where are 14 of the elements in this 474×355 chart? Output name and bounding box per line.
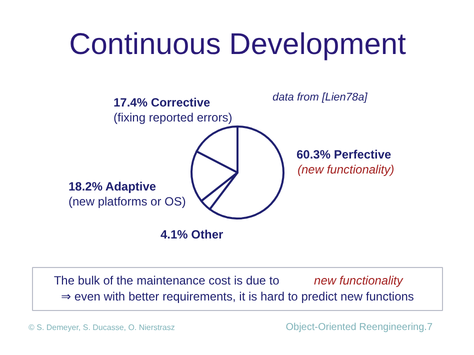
text: © S. Demeyer, S. Ducasse, O. Nierstrasz [28,323,175,332]
text: data from [Lien78a] [272,92,368,104]
chart-title: Continuous Development [69,28,407,61]
text: (fixing reported errors) [114,110,232,124]
text: new functionality [314,274,404,288]
text: Object-Oriented Reengineering.7 [286,322,433,333]
text: The bulk of the maintenance cost is due to [54,274,280,288]
slice-label: 17.4% Corrective [114,96,211,110]
slice-label: 18.2% Adaptive [68,180,156,194]
slice-label: 60.3% Perfective [296,148,392,162]
text: (new platforms or OS) [68,194,186,208]
slice-label: 4.1% Other [160,228,224,242]
text: (new functionality) [298,162,394,176]
text: ⇒ even with better requirements, it is hard to predict new functions [61,290,414,304]
